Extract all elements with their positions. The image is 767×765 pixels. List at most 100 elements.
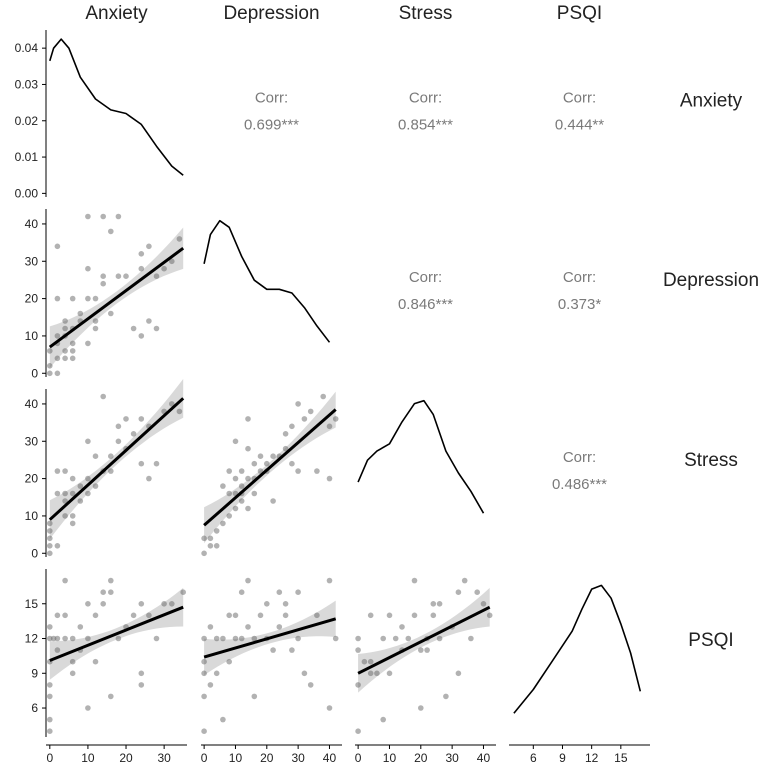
x-tick-label-col-2: 30 <box>445 751 459 765</box>
scatter-point-anxiety_depression <box>54 333 61 339</box>
scatter-point-stress_psqi <box>455 670 462 677</box>
scatter-point-anxiety_stress <box>77 483 84 489</box>
scatter-point-stress_psqi <box>455 589 462 595</box>
scatter-point-depression_stress <box>238 498 245 504</box>
scatter-point-depression_stress <box>232 505 239 512</box>
scatter-point-depression_psqi <box>295 635 301 642</box>
x-tick-label-col-1: 10 <box>229 751 243 765</box>
scatter-point-anxiety_stress <box>54 490 61 497</box>
scatter-point-stress_psqi <box>430 601 437 607</box>
scatter-point-stress_psqi <box>374 670 380 677</box>
column-title-anxiety: Anxiety <box>85 3 148 24</box>
scatter-point-anxiety_stress <box>62 513 68 519</box>
column-title-psqi: PSQI <box>557 3 602 24</box>
x-tick-label-col-3: 9 <box>559 751 566 765</box>
scatter-point-anxiety_stress <box>92 453 99 460</box>
scatter-point-anxiety_stress <box>138 416 145 422</box>
scatter-point-depression_stress <box>226 513 232 519</box>
scatter-point-anxiety_depression <box>92 325 99 332</box>
scatter-point-anxiety_psqi <box>54 647 61 653</box>
scatter-point-depression_psqi <box>245 577 251 584</box>
scatter-point-depression_psqi <box>289 647 295 653</box>
scatter-point-stress_psqi <box>418 705 424 711</box>
scatter-point-stress_psqi <box>380 716 387 723</box>
scatter-point-anxiety_psqi <box>69 658 76 665</box>
y-tick-label-row-3: 6 <box>31 701 38 715</box>
scatter-point-anxiety_stress <box>146 475 152 482</box>
scatter-point-anxiety_psqi <box>85 601 91 607</box>
scatter-point-anxiety_depression <box>115 273 122 280</box>
scatter-point-depression_stress <box>282 431 289 437</box>
scatter-point-anxiety_psqi <box>47 728 53 734</box>
scatter-point-anxiety_psqi <box>54 635 61 642</box>
x-tick-label-col-0: 10 <box>81 751 95 765</box>
scatter-point-stress_psqi <box>461 577 468 584</box>
scatter-point-depression_psqi <box>245 624 251 630</box>
y-tick-label-row-0: 0.04 <box>15 41 39 55</box>
scatter-point-stress_psqi <box>355 728 361 734</box>
scatter-point-anxiety_depression <box>47 370 53 377</box>
scatter-point-anxiety_depression <box>92 295 99 302</box>
scatter-point-anxiety_psqi <box>85 705 91 711</box>
scatter-point-depression_stress <box>332 416 339 422</box>
scatter-point-depression_stress <box>245 416 251 422</box>
scatter-point-stress_psqi <box>436 635 443 642</box>
scatter-point-stress_psqi <box>468 635 474 642</box>
scatter-point-depression_psqi <box>270 647 276 653</box>
scatter-point-anxiety_stress <box>62 490 68 497</box>
scatter-point-anxiety_depression <box>153 325 160 332</box>
scatter-point-anxiety_stress <box>47 550 53 557</box>
scatter-point-stress_psqi <box>386 670 393 677</box>
density-curve-anxiety <box>49 38 184 176</box>
scatter-point-anxiety_stress <box>47 543 53 549</box>
x-tick-label-col-0: 20 <box>119 751 133 765</box>
scatter-point-anxiety_depression <box>130 325 137 332</box>
scatter-point-anxiety_psqi <box>138 601 145 607</box>
scatter-point-depression_stress <box>232 475 239 482</box>
scatter-point-anxiety_depression <box>146 243 152 250</box>
scatter-point-depression_psqi <box>238 635 245 642</box>
x-tick-label-col-3: 6 <box>530 751 537 765</box>
scatter-point-depression_psqi <box>207 682 214 688</box>
scatter-point-stress_psqi <box>392 635 399 642</box>
scatter-point-depression_psqi <box>251 693 258 700</box>
row-title-stress: Stress <box>684 450 738 471</box>
regression-line-stress-anxiety <box>48 397 185 521</box>
column-title-stress: Stress <box>399 3 453 24</box>
scatter-point-anxiety_psqi <box>115 635 122 642</box>
scatter-point-anxiety_depression <box>146 318 152 324</box>
scatter-point-stress_psqi <box>436 601 443 607</box>
scatter-point-stress_psqi <box>367 658 374 665</box>
scatter-point-stress_psqi <box>355 635 361 642</box>
x-tick-label-col-3: 12 <box>585 751 599 765</box>
corr-label-anxiety-psqi: Corr: <box>563 90 596 107</box>
x-tick-label-col-2: 10 <box>383 751 397 765</box>
scatter-point-anxiety_stress <box>77 498 84 504</box>
scatter-point-depression_stress <box>238 468 245 474</box>
scatter-point-anxiety_stress <box>69 475 76 482</box>
scatter-point-depression_psqi <box>207 624 214 630</box>
scatter-point-stress_psqi <box>355 647 361 653</box>
y-tick-label-row-1: 10 <box>25 329 39 343</box>
scatter-point-depression_stress <box>320 393 327 400</box>
scatter-point-anxiety_stress <box>108 453 114 460</box>
scatter-point-depression_stress <box>220 520 226 527</box>
y-tick-label-row-0: 0.00 <box>15 186 39 200</box>
scatter-point-stress_psqi <box>430 612 437 619</box>
scatter-point-depression_stress <box>220 483 226 489</box>
scatter-point-depression_psqi <box>276 624 283 630</box>
scatter-point-stress_psqi <box>361 658 368 665</box>
scatter-point-stress_psqi <box>443 693 449 700</box>
scatter-point-anxiety_psqi <box>62 612 68 619</box>
scatter-point-anxiety_psqi <box>100 601 106 607</box>
scatter-point-stress_psqi <box>486 612 493 619</box>
scatter-point-anxiety_depression <box>62 348 68 354</box>
y-tick-label-row-1: 40 <box>25 217 39 231</box>
scatter-point-anxiety_psqi <box>161 601 167 607</box>
scatter-point-anxiety_psqi <box>100 589 106 595</box>
scatter-point-stress_psqi <box>380 635 387 642</box>
scatter-point-depression_stress <box>201 535 207 542</box>
scatter-point-depression_psqi <box>232 635 239 642</box>
scatter-point-depression_stress <box>326 475 333 482</box>
scatter-point-anxiety_stress <box>62 468 68 474</box>
